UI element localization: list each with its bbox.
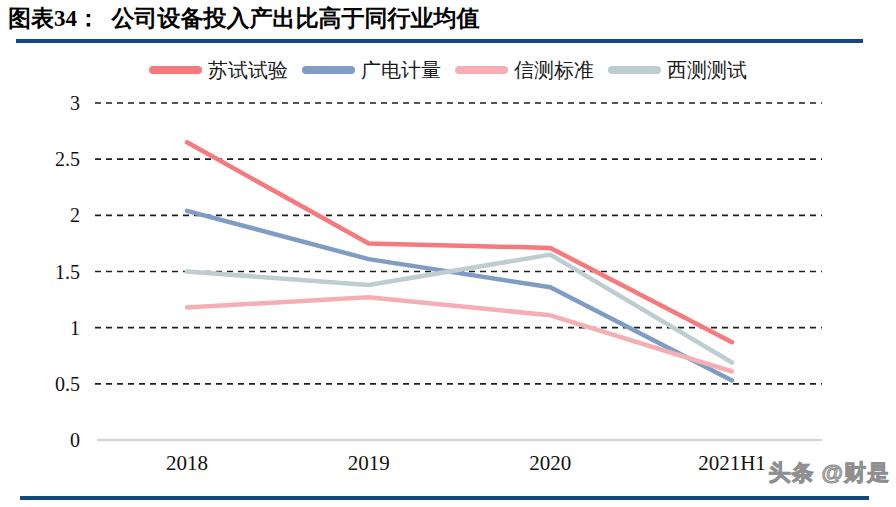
y-tick-label: 1 (70, 317, 80, 339)
series-line-2 (187, 297, 732, 371)
bottom-divider (20, 496, 869, 500)
series-line-1 (187, 211, 732, 381)
line-chart: 0 0.5 1 1.5 2 2.5 3 2018 2019 2020 2021H1 (0, 0, 896, 507)
y-tick-label: 2.5 (55, 148, 80, 170)
chart-figure: 图表34： 公司设备投入产出比高于同行业均值 苏试试验广电计量信测标准西测测试 … (0, 0, 896, 507)
x-tick-label: 2018 (166, 451, 208, 475)
y-tick-label: 1.5 (55, 261, 80, 283)
watermark: 头条 @财是 (768, 458, 890, 488)
x-tick-label: 2021H1 (698, 451, 766, 475)
y-tick-label: 2 (70, 204, 80, 226)
y-tick-label: 0.5 (55, 373, 80, 395)
y-tick-label: 0 (70, 429, 80, 451)
x-tick-label: 2019 (348, 451, 390, 475)
x-tick-label: 2020 (529, 451, 571, 475)
y-tick-label: 3 (70, 92, 80, 114)
